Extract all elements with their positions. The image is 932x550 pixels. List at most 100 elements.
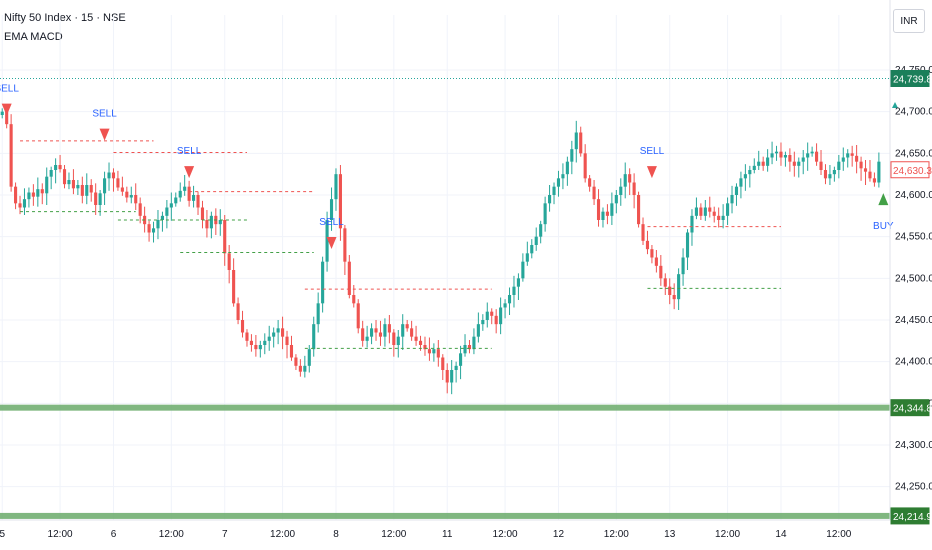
candle-body[interactable] bbox=[565, 161, 569, 175]
candle-body[interactable] bbox=[481, 320, 485, 325]
candle-body[interactable] bbox=[94, 192, 98, 206]
candle-body[interactable] bbox=[588, 178, 592, 187]
sell-marker[interactable] bbox=[326, 237, 337, 249]
candle-body[interactable] bbox=[418, 340, 423, 345]
candle-body[interactable] bbox=[668, 286, 672, 295]
candle-body[interactable] bbox=[868, 171, 872, 179]
candle-body[interactable] bbox=[267, 336, 271, 341]
candle-body[interactable] bbox=[18, 203, 22, 208]
candle-body[interactable] bbox=[516, 278, 520, 287]
candle-body[interactable] bbox=[556, 178, 561, 187]
candle-body[interactable] bbox=[258, 345, 262, 350]
candle-body[interactable] bbox=[183, 186, 187, 191]
candle-body[interactable] bbox=[134, 195, 138, 204]
candle-body[interactable] bbox=[187, 186, 191, 201]
last-price-tag[interactable] bbox=[890, 161, 930, 179]
candle-body[interactable] bbox=[98, 193, 102, 205]
candle-body[interactable] bbox=[138, 203, 142, 216]
candle-body[interactable] bbox=[396, 336, 400, 345]
candle-body[interactable] bbox=[178, 190, 182, 198]
candle-body[interactable] bbox=[298, 365, 302, 372]
candle-body[interactable] bbox=[503, 303, 507, 308]
candle-body[interactable] bbox=[410, 328, 414, 337]
candle-body[interactable] bbox=[450, 370, 454, 383]
candle-body[interactable] bbox=[249, 340, 253, 345]
candle-body[interactable] bbox=[414, 336, 418, 341]
candle-body[interactable] bbox=[841, 157, 845, 162]
candle-body[interactable] bbox=[361, 328, 365, 341]
candle-body[interactable] bbox=[71, 180, 75, 189]
candle-body[interactable] bbox=[223, 220, 227, 254]
candle-body[interactable] bbox=[632, 182, 636, 196]
candle-body[interactable] bbox=[22, 199, 27, 208]
candle-body[interactable] bbox=[685, 232, 690, 258]
candle-body[interactable] bbox=[863, 168, 868, 172]
candle-body[interactable] bbox=[40, 189, 44, 194]
candle-body[interactable] bbox=[281, 328, 285, 337]
candle-body[interactable] bbox=[752, 165, 756, 170]
candle-body[interactable] bbox=[494, 315, 498, 325]
candle-body[interactable] bbox=[832, 170, 836, 175]
candle-body[interactable] bbox=[690, 215, 694, 233]
candle-body[interactable] bbox=[441, 357, 445, 371]
candle-body[interactable] bbox=[703, 207, 707, 216]
candle-body[interactable] bbox=[316, 303, 320, 325]
candle-body[interactable] bbox=[432, 349, 436, 354]
candle-body[interactable] bbox=[45, 176, 49, 194]
candle-body[interactable] bbox=[699, 207, 703, 216]
candle-body[interactable] bbox=[116, 178, 120, 188]
candle-body[interactable] bbox=[592, 186, 596, 200]
candle-body[interactable] bbox=[783, 155, 787, 158]
candle-body[interactable] bbox=[347, 261, 351, 295]
candle-body[interactable] bbox=[623, 174, 627, 187]
candle-body[interactable] bbox=[312, 324, 316, 350]
candle-body[interactable] bbox=[730, 195, 734, 204]
candle-body[interactable] bbox=[103, 178, 107, 194]
candle-body[interactable] bbox=[530, 245, 534, 254]
candle-body[interactable] bbox=[774, 151, 779, 154]
candle-body[interactable] bbox=[579, 132, 583, 154]
candle-body[interactable] bbox=[806, 153, 810, 158]
candle-body[interactable] bbox=[156, 220, 160, 229]
candle-body[interactable] bbox=[307, 349, 311, 366]
resistance-price-tag[interactable] bbox=[890, 70, 930, 87]
candle-body[interactable] bbox=[596, 199, 601, 220]
candle-body[interactable] bbox=[855, 155, 859, 162]
buy-marker[interactable] bbox=[878, 193, 889, 206]
candle-body[interactable] bbox=[583, 153, 587, 179]
candle-body[interactable] bbox=[877, 161, 881, 183]
candle-body[interactable] bbox=[169, 203, 173, 208]
candle-body[interactable] bbox=[54, 165, 58, 170]
candle-body[interactable] bbox=[263, 340, 267, 345]
candle-body[interactable] bbox=[766, 157, 770, 166]
candle-body[interactable] bbox=[343, 228, 347, 262]
candle-body[interactable] bbox=[463, 345, 467, 354]
candle-body[interactable] bbox=[378, 332, 383, 337]
candle-body[interactable] bbox=[356, 303, 360, 329]
candle-body[interactable] bbox=[815, 151, 819, 162]
candle-body[interactable] bbox=[748, 170, 752, 175]
candle-body[interactable] bbox=[392, 332, 396, 346]
candle-body[interactable] bbox=[196, 195, 200, 208]
candle-body[interactable] bbox=[272, 332, 276, 337]
candle-body[interactable] bbox=[374, 328, 378, 333]
candle-body[interactable] bbox=[329, 199, 334, 220]
candle-body[interactable] bbox=[739, 178, 743, 187]
candle-body[interactable] bbox=[236, 303, 240, 320]
sell-marker[interactable] bbox=[99, 128, 110, 141]
candle-body[interactable] bbox=[645, 240, 650, 250]
candle-body[interactable] bbox=[423, 345, 427, 350]
candle-body[interactable] bbox=[245, 332, 249, 341]
candle-body[interactable] bbox=[757, 161, 761, 166]
candle-body[interactable] bbox=[659, 265, 663, 279]
candle-body[interactable] bbox=[289, 345, 294, 358]
candle-body[interactable] bbox=[614, 195, 618, 204]
indicator-name[interactable]: EMA MACD bbox=[4, 31, 63, 43]
candle-body[interactable] bbox=[160, 215, 164, 220]
candle-body[interactable] bbox=[734, 186, 739, 195]
candle-body[interactable] bbox=[387, 324, 391, 333]
candle-body[interactable] bbox=[681, 257, 685, 275]
candle-body[interactable] bbox=[151, 228, 156, 233]
candle-body[interactable] bbox=[111, 172, 116, 179]
